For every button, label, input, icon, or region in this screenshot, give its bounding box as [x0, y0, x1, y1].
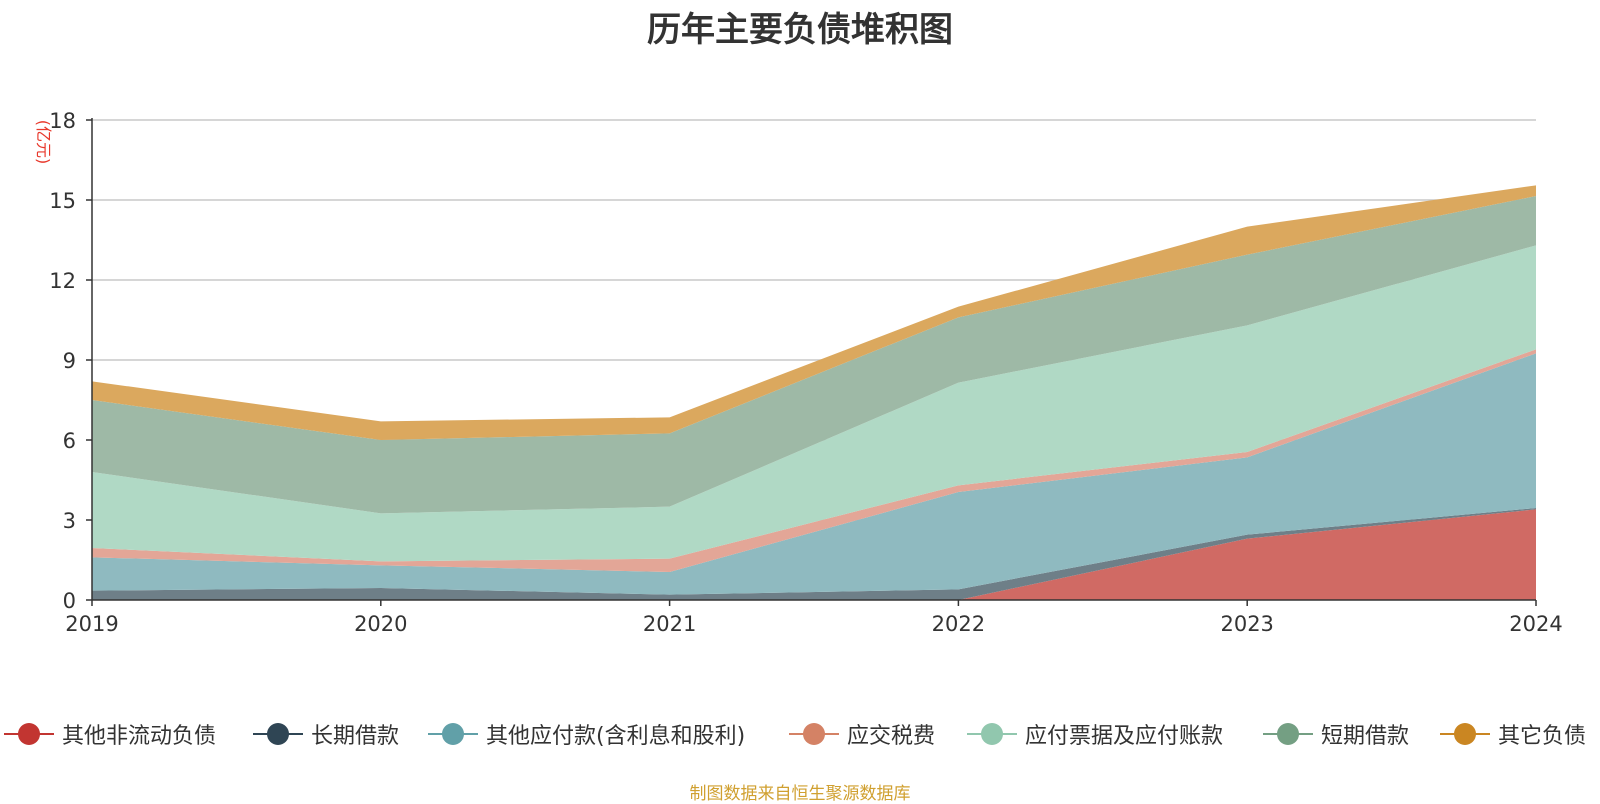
legend-marker-icon [428, 716, 478, 752]
legend-label: 应交税费 [847, 724, 936, 749]
area-series-5 [92, 196, 1536, 514]
y-tick-label-1: 3 [63, 509, 76, 533]
y-tick-label-5: 15 [49, 189, 76, 213]
y-tick-label-4: 12 [49, 269, 76, 293]
x-tick-label-2: 2021 [643, 612, 696, 636]
legend-label: 长期借款 [311, 724, 400, 749]
source-note: 制图数据来自恒生聚源数据库 [689, 784, 911, 804]
x-tick-label-3: 2022 [932, 612, 985, 636]
legend-marker-icon [967, 716, 1017, 752]
legend-item-2[interactable]: 其他应付款(含利息和股利) [428, 716, 745, 752]
y-axis-label: (亿元) [34, 120, 53, 165]
area-series-4 [92, 245, 1536, 562]
legend-label: 其他应付款(含利息和股利) [486, 724, 746, 749]
x-tick-label-1: 2020 [354, 612, 407, 636]
legend-marker-icon [253, 716, 303, 752]
area-series-6 [92, 185, 1536, 440]
legend-item-3[interactable]: 应交税费 [789, 716, 935, 752]
legend-label: 其他非流动负债 [62, 724, 217, 749]
area-series-3 [92, 349, 1536, 572]
legend-label: 应付票据及应付账款 [1025, 724, 1224, 749]
legend-marker-icon [789, 716, 839, 752]
y-tick-label-3: 9 [63, 349, 76, 373]
legend-item-1[interactable]: 长期借款 [253, 716, 399, 752]
legend-marker-icon [1440, 716, 1490, 752]
x-tick-label-0: 2019 [65, 612, 118, 636]
legend-label: 短期借款 [1321, 724, 1410, 749]
y-tick-label-0: 0 [63, 589, 76, 613]
legend-item-5[interactable]: 短期借款 [1263, 716, 1409, 752]
chart-title: 历年主要负债堆积图 [647, 10, 953, 50]
x-tick-label-4: 2023 [1220, 612, 1273, 636]
legend-marker-icon [4, 716, 54, 752]
area-series-0 [92, 509, 1536, 600]
legend-marker-icon [1263, 716, 1313, 752]
y-tick-label-2: 6 [63, 429, 76, 453]
area-series-1 [92, 508, 1536, 600]
legend: 其他非流动负债 长期借款 其他应付款(含利息和股利) 应交税费 应付票据及应付账款 短期借… [0, 716, 1600, 752]
area-series-2 [92, 353, 1536, 595]
legend-item-4[interactable]: 应付票据及应付账款 [967, 716, 1223, 752]
y-tick-label-6: 18 [49, 109, 76, 133]
x-tick-label-5: 2024 [1509, 612, 1562, 636]
legend-label: 其它负债 [1498, 724, 1587, 749]
legend-item-0[interactable]: 其他非流动负债 [4, 716, 216, 752]
legend-item-6[interactable]: 其它负债 [1440, 716, 1586, 752]
